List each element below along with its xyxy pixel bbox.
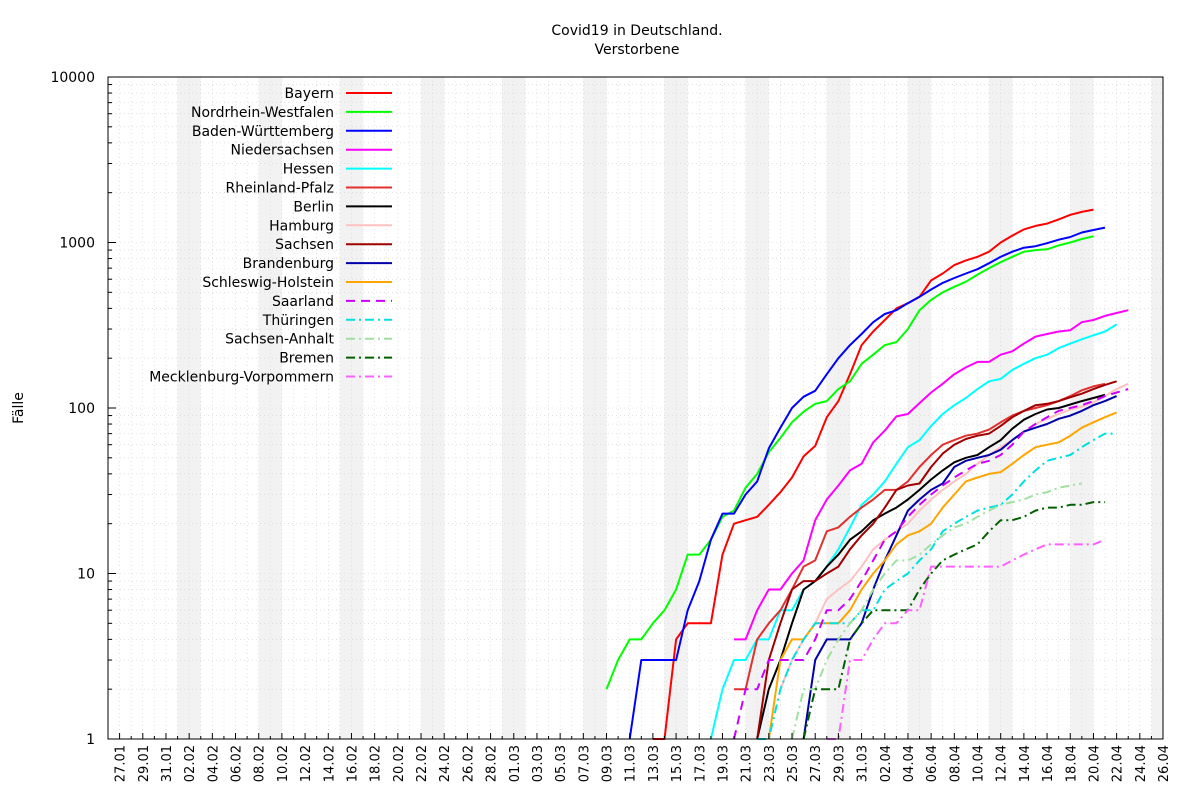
series-line-mecklenburg-vorpommern — [826, 538, 1106, 740]
x-tick-label: 13.03 — [647, 745, 662, 782]
legend-label: Bremen — [279, 351, 334, 367]
series-line-sachsen — [756, 380, 1117, 740]
legend-label: Mecklenburg-Vorpommern — [149, 370, 334, 386]
x-tick-label: 24.04 — [1134, 745, 1149, 782]
x-tick-label: 09.03 — [601, 745, 616, 782]
x-tick-label: 26.02 — [461, 745, 476, 782]
legend-label: Rheinland-Pfalz — [226, 181, 334, 197]
series-line-bayern — [652, 208, 1094, 740]
x-tick-label: 03.03 — [531, 745, 546, 782]
legend-label: Schleswig-Holstein — [202, 275, 334, 291]
x-tick-label: 17.03 — [693, 745, 708, 782]
x-tick-label: 27.03 — [809, 745, 824, 782]
series-line-th-ringen — [757, 432, 1117, 740]
y-axis-label: Fälle — [11, 392, 27, 424]
x-axis: 27.01 29.01 31.01 02.02 04.02 06.02 08.02 10.02… — [107, 733, 1172, 782]
legend-label: Niedersachsen — [231, 143, 334, 159]
x-tick-label: 16.04 — [1041, 745, 1056, 782]
x-tick-label: 29.03 — [832, 745, 847, 782]
x-tick-label: 05.03 — [554, 745, 569, 782]
x-tick-label: 20.04 — [1087, 745, 1102, 782]
x-tick-label: 12.04 — [995, 745, 1010, 782]
x-tick-label: 07.03 — [577, 745, 592, 782]
y-tick-label: 100 — [68, 401, 95, 417]
legend-label: Bayern — [285, 86, 334, 102]
weekend-band — [339, 77, 364, 739]
x-tick-label: 27.01 — [114, 745, 129, 782]
series-line-nordrhein-westfalen — [605, 235, 1094, 690]
x-tick-label: 06.04 — [925, 745, 940, 782]
series-line-hamburg — [779, 382, 1129, 690]
legend-label: Berlin — [293, 199, 334, 215]
chart-subtitle: Verstorbene — [595, 42, 680, 58]
x-tick-label: 22.04 — [1111, 745, 1126, 782]
x-tick-label: 18.02 — [369, 745, 384, 782]
series-line-niedersachsen — [734, 309, 1129, 641]
x-tick-label: 04.02 — [206, 745, 221, 782]
series-line-hessen — [709, 323, 1118, 740]
x-tick-label: 02.04 — [879, 745, 894, 782]
x-tick-label: 08.02 — [253, 745, 268, 782]
legend-label: Brandenburg — [243, 256, 334, 272]
x-tick-label: 15.03 — [670, 745, 685, 782]
x-tick-label: 10.04 — [972, 745, 987, 782]
x-tick-label: 04.04 — [902, 745, 917, 782]
x-tick-label: 18.04 — [1064, 745, 1079, 782]
x-tick-label: 14.02 — [322, 745, 337, 782]
y-tick-label: 10000 — [50, 70, 95, 86]
series-lines — [605, 208, 1129, 740]
series-line-saarland — [733, 388, 1129, 740]
series-line-sachsen-anhalt — [791, 482, 1082, 740]
x-tick-label: 02.02 — [183, 745, 198, 782]
x-tick-label: 14.04 — [1018, 745, 1033, 782]
legend-label: Hessen — [283, 162, 334, 178]
legend: Bayern Nordrhein-Westfalen Baden-Württembe… — [149, 86, 392, 386]
x-tick-label: 01.03 — [508, 745, 523, 782]
series-line-schleswig-holstein — [767, 411, 1117, 740]
x-tick-label: 16.02 — [345, 745, 360, 782]
series-line-bremen — [802, 501, 1105, 740]
x-tick-label: 19.03 — [716, 745, 731, 782]
weekend-band — [745, 77, 769, 739]
legend-label: Sachsen-Anhalt — [225, 332, 334, 348]
weekend-band — [907, 77, 932, 739]
x-tick-label: 24.02 — [438, 745, 453, 782]
y-tick-label: 10 — [77, 567, 95, 583]
weekend-band — [258, 77, 282, 739]
weekend-band — [583, 77, 607, 739]
x-tick-label: 21.03 — [740, 745, 755, 782]
series-line-baden-w-rttemberg — [628, 226, 1106, 740]
y-axis: 1 10 100 1000 10000 — [50, 70, 116, 748]
x-tick-label: 23.03 — [763, 745, 778, 782]
x-tick-label: 08.04 — [948, 745, 963, 782]
series-line-rheinland-pfalz — [734, 382, 1106, 691]
x-tick-label: 26.04 — [1157, 745, 1172, 782]
y-tick-label: 1 — [86, 732, 95, 748]
x-tick-label: 31.01 — [160, 745, 175, 782]
x-tick-label: 12.02 — [299, 745, 314, 782]
y-tick-label: 1000 — [59, 236, 95, 252]
chart-title: Covid19 in Deutschland. — [551, 23, 722, 39]
weekend-band — [1151, 77, 1163, 739]
x-tick-label: 22.02 — [415, 745, 430, 782]
x-tick-label: 29.01 — [137, 745, 152, 782]
x-tick-label: 11.03 — [624, 745, 639, 782]
legend-label: Sachsen — [275, 237, 334, 253]
x-tick-label: 31.03 — [856, 745, 871, 782]
x-tick-label: 28.02 — [485, 745, 500, 782]
x-tick-label: 25.03 — [786, 745, 801, 782]
legend-label: Hamburg — [269, 218, 334, 234]
x-tick-label: 20.02 — [392, 745, 407, 782]
legend-label: Baden-Württemberg — [192, 124, 334, 140]
legend-label: Thüringen — [262, 313, 334, 329]
weekend-band — [502, 77, 526, 739]
x-tick-label: 06.02 — [230, 745, 245, 782]
legend-label: Saarland — [272, 294, 334, 310]
x-tick-label: 10.02 — [276, 745, 291, 782]
legend-label: Nordrhein-Westfalen — [191, 105, 334, 121]
weekend-band — [177, 77, 201, 739]
